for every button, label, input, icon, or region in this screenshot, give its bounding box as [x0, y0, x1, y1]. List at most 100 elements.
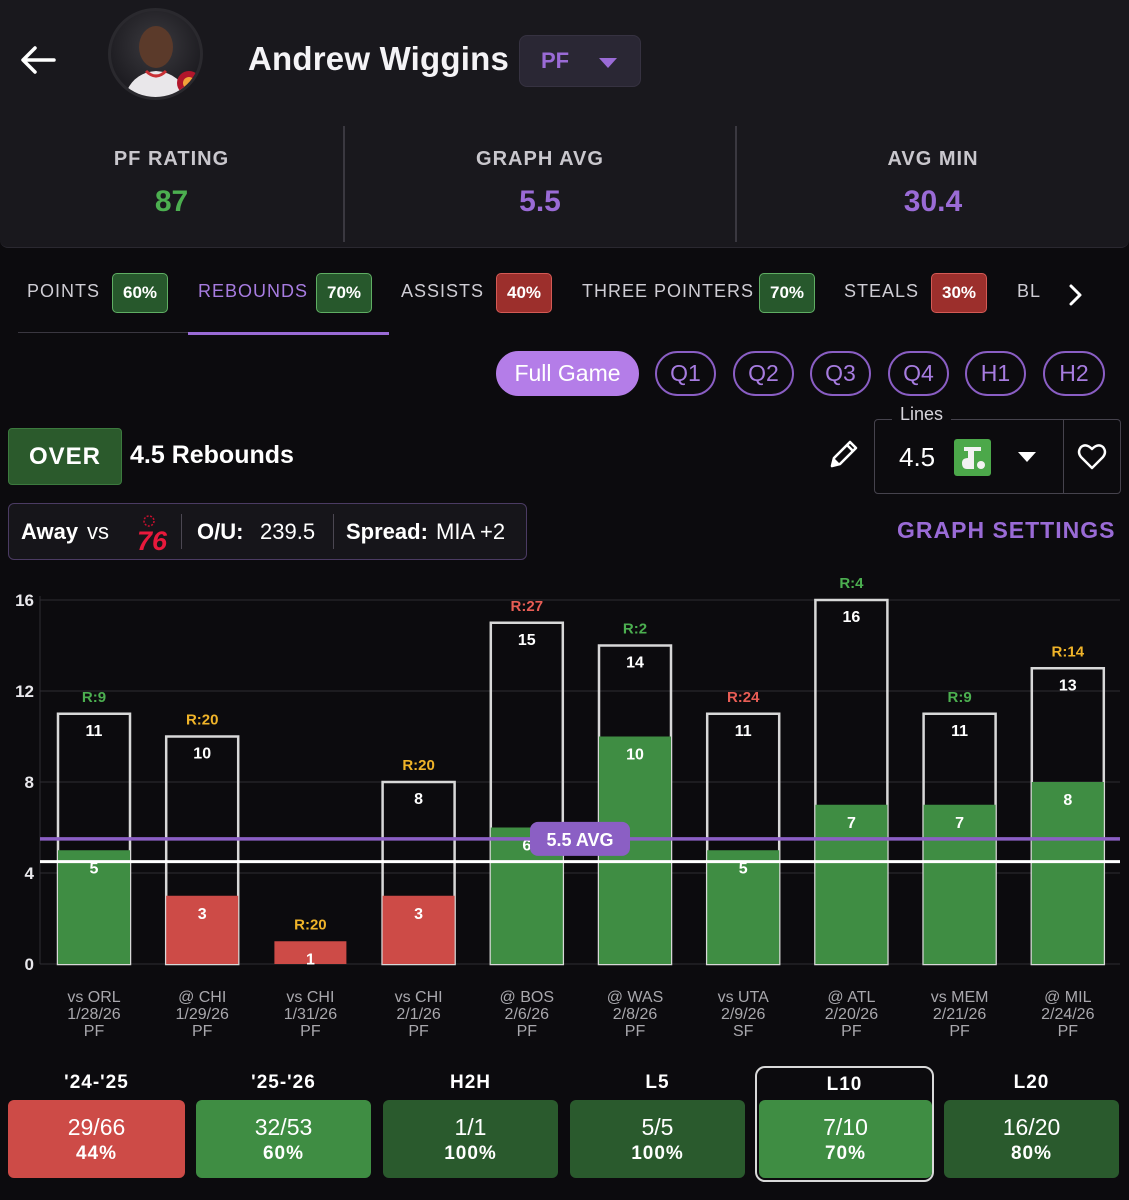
stat-divider: [735, 126, 737, 242]
tab-rebounds[interactable]: REBOUNDS 70%: [188, 262, 389, 335]
summary-box: 16/20 80%: [944, 1100, 1119, 1178]
period-full-game[interactable]: Full Game: [496, 351, 639, 396]
bar-max-label: 13: [1059, 677, 1077, 694]
period-q3[interactable]: Q3: [810, 351, 871, 396]
opponent-logo-icon: 76: [137, 514, 171, 556]
stat-value: 5.5: [519, 185, 561, 218]
summary-24-25[interactable]: '24-'25 29/66 44%: [8, 1066, 185, 1182]
period-q4[interactable]: Q4: [888, 351, 949, 396]
summary-pct: 44%: [75, 1143, 118, 1164]
summary-record: 5/5: [641, 1114, 674, 1140]
bar-max-label: 8: [414, 791, 423, 808]
tab-assists[interactable]: ASSISTS 40%: [390, 262, 560, 334]
lines-select[interactable]: [874, 419, 1064, 494]
summary-25-26[interactable]: '25-'26 32/53 60%: [196, 1066, 371, 1182]
summary-label: L5: [645, 1072, 670, 1093]
back-arrow-icon[interactable]: [18, 40, 58, 80]
summary-pct: 100%: [631, 1143, 684, 1164]
bar-value-label: 10: [626, 747, 644, 764]
summary-l10[interactable]: L10 7/10 70%: [755, 1066, 934, 1182]
x-position-label: PF: [408, 1023, 429, 1040]
x-position-label: PF: [517, 1023, 538, 1040]
opponent-rank-label: R:14: [1052, 643, 1085, 660]
summary-pct: 100%: [444, 1143, 497, 1164]
player-name: Andrew Wiggins: [248, 40, 509, 77]
bar-max-label: 11: [951, 723, 968, 740]
average-badge: [530, 821, 630, 856]
tab-label: POINTS: [27, 281, 101, 301]
favorite-button[interactable]: [1063, 419, 1121, 494]
tab-label: STEALS: [844, 281, 920, 301]
bar-value-label: 8: [1063, 792, 1072, 809]
summary-label: '25-'26: [251, 1072, 316, 1093]
pencil-icon[interactable]: [826, 436, 862, 472]
stat-avg-min: AVG MIN 30.4: [737, 126, 1129, 242]
summary-record: 16/20: [1002, 1114, 1061, 1140]
graph-settings-link[interactable]: GRAPH SETTINGS: [897, 517, 1116, 543]
bar-value-label: 7: [955, 815, 964, 832]
period-h2[interactable]: H2: [1043, 351, 1105, 396]
bar-value-label: 3: [198, 906, 207, 923]
x-date-label: 1/31/26: [284, 1006, 337, 1023]
tab-blocks[interactable]: BL: [1008, 262, 1048, 334]
bar-value-label: 6: [522, 838, 531, 855]
bar: [58, 850, 130, 964]
tab-label: THREE POINTERS: [582, 281, 755, 301]
y-tick-label: 0: [25, 955, 34, 974]
bar: [166, 895, 239, 964]
bar-max-label: 10: [193, 746, 211, 763]
period-q2[interactable]: Q2: [733, 351, 794, 396]
x-date-label: 1/28/26: [67, 1006, 120, 1023]
opponent-rank-label: R:20: [294, 916, 327, 933]
stat-label: PF RATING: [113, 148, 230, 170]
tab-pct-badge: 30%: [931, 273, 988, 313]
summary-label: L10: [826, 1074, 863, 1095]
x-position-label: PF: [84, 1023, 105, 1040]
chevron-right-icon[interactable]: [1064, 282, 1088, 308]
ou-label: O/U:: [197, 519, 244, 544]
x-opponent-label: vs CHI: [286, 989, 334, 1006]
player-header: Andrew Wiggins PF PF RATING 87 GRAPH AVG…: [0, 0, 1129, 248]
summary-box: 5/5 100%: [570, 1100, 745, 1178]
summary-label: H2H: [449, 1072, 491, 1093]
tab-label: ASSISTS: [401, 281, 485, 301]
position-select[interactable]: PF: [519, 35, 641, 87]
x-date-label: 1/29/26: [176, 1006, 229, 1023]
summary-l5[interactable]: L5 5/5 100%: [570, 1066, 745, 1182]
sportsbook-icon: [954, 439, 991, 476]
heart-icon[interactable]: [1076, 441, 1108, 473]
summary-record: 1/1: [454, 1114, 487, 1140]
tab-divider: [18, 332, 188, 333]
x-position-label: PF: [300, 1023, 321, 1040]
summary-l20[interactable]: L20 16/20 80%: [944, 1066, 1119, 1182]
summary-h2h[interactable]: H2H 1/1 100%: [383, 1066, 558, 1182]
tab-steals[interactable]: STEALS 30%: [834, 262, 999, 334]
tab-label: REBOUNDS: [198, 281, 309, 301]
x-opponent-label: @ CHI: [178, 989, 226, 1006]
ou-value: 239.5: [260, 519, 316, 544]
caret-down-icon: [599, 58, 617, 68]
x-position-label: PF: [949, 1023, 970, 1040]
bar: [707, 850, 780, 964]
period-h1[interactable]: H1: [965, 351, 1026, 396]
y-tick-label: 16: [15, 591, 34, 610]
x-opponent-label: vs CHI: [395, 989, 443, 1006]
tab-points[interactable]: POINTS 60%: [18, 262, 188, 334]
tab-three-pointers[interactable]: THREE POINTERS 70%: [572, 262, 822, 334]
opponent-rank-label: R:24: [727, 689, 760, 706]
period-q1[interactable]: Q1: [655, 351, 716, 396]
summary-pct: 70%: [824, 1143, 867, 1164]
matchup-info: Away vs 76 O/U: 239.5 Spread: MIA +2: [8, 503, 527, 560]
x-date-label: 2/6/26: [505, 1006, 550, 1023]
bar-value-label: 1: [306, 951, 315, 968]
opponent-rank-label: R:20: [186, 712, 219, 729]
player-silhouette-icon: [124, 26, 200, 97]
x-date-label: 2/9/26: [721, 1006, 766, 1023]
stat-pf-rating: PF RATING 87: [0, 126, 343, 242]
over-under-toggle[interactable]: OVER: [8, 428, 122, 485]
active-tab-indicator: [188, 332, 389, 335]
opponent-rank-label: R:27: [511, 598, 544, 615]
y-tick-label: 8: [25, 773, 34, 792]
stat-divider: [343, 126, 345, 242]
x-position-label: PF: [625, 1023, 646, 1040]
